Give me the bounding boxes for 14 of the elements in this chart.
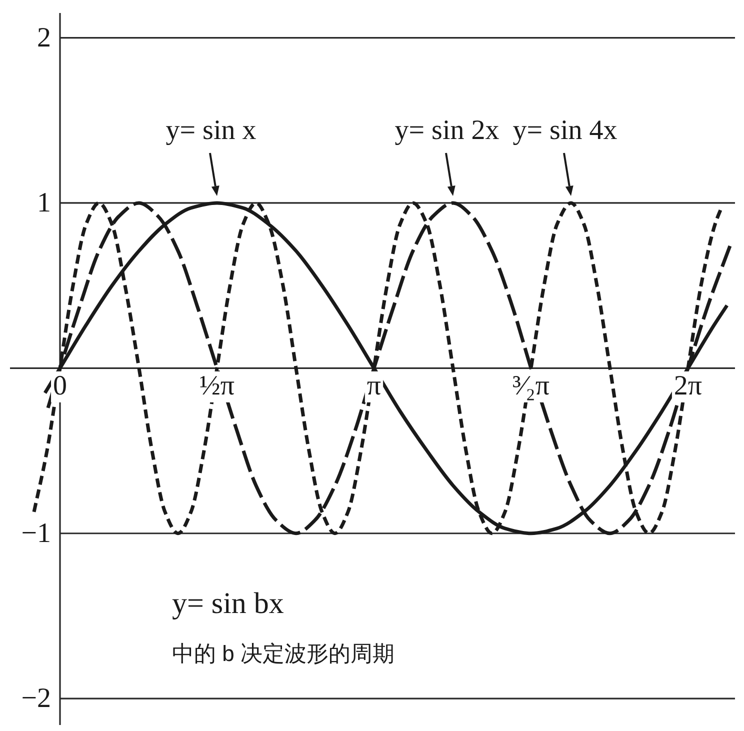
- annotation: y= sin bx: [172, 587, 284, 620]
- annotation: 中的 b 决定波形的周期: [172, 641, 394, 666]
- x-tick-label: 0: [53, 370, 67, 402]
- x-tick-label: 2π: [674, 370, 702, 402]
- y-tick-label: −2: [21, 683, 51, 714]
- y-tick-label: 1: [37, 187, 51, 218]
- y-tick-label: −1: [21, 518, 51, 549]
- x-tick-label: ½π: [199, 370, 235, 402]
- y-tick-label: 2: [37, 22, 51, 54]
- x-tick-label: ³⁄₂π: [512, 370, 550, 402]
- annotation: y= sin 4x: [512, 114, 618, 146]
- annotation: y= sin x: [166, 114, 256, 146]
- x-tick-label: π: [366, 370, 382, 402]
- annotation: y= sin 2x: [394, 114, 500, 146]
